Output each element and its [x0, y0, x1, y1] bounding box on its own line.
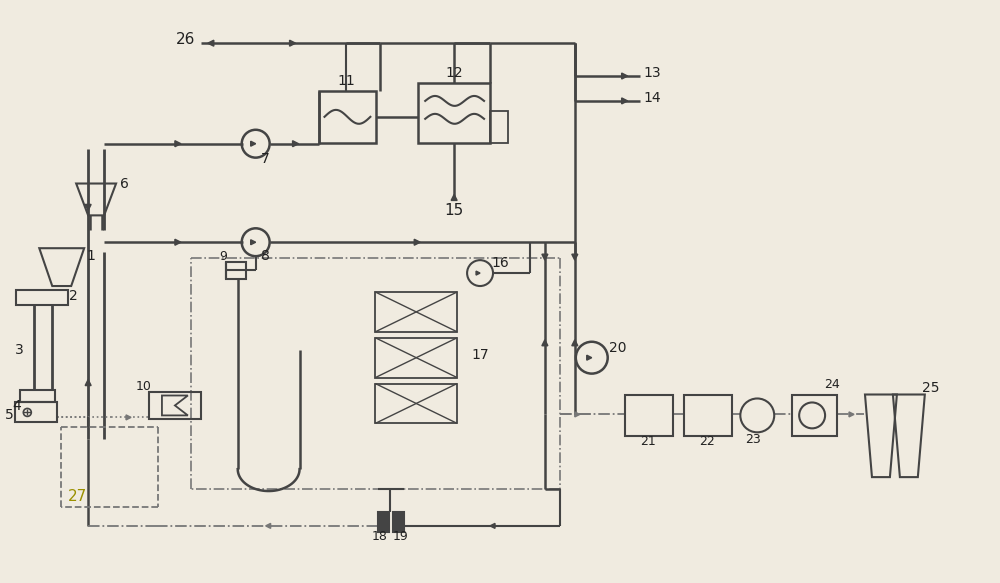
Text: 22: 22	[700, 435, 715, 448]
Text: 4: 4	[12, 399, 21, 413]
Bar	[792, 395, 837, 436]
Text: 25: 25	[922, 381, 940, 395]
Text: 14: 14	[644, 91, 661, 105]
Bar	[490, 111, 508, 143]
Text: 24: 24	[824, 378, 840, 391]
Polygon shape	[849, 412, 854, 417]
Text: 16: 16	[491, 256, 509, 270]
Polygon shape	[126, 415, 131, 420]
Polygon shape	[490, 524, 495, 528]
Text: 5: 5	[5, 409, 14, 423]
Bar	[393, 512, 404, 532]
Text: 18: 18	[371, 531, 387, 543]
Polygon shape	[293, 141, 299, 147]
Polygon shape	[414, 239, 420, 245]
Bar	[418, 83, 490, 143]
Text: 2: 2	[69, 289, 78, 303]
Text: 15: 15	[445, 203, 464, 218]
Polygon shape	[476, 271, 480, 275]
Polygon shape	[251, 240, 256, 245]
Text: 13: 13	[644, 66, 661, 80]
Text: 17: 17	[471, 347, 489, 361]
Bar	[375, 292, 457, 332]
Polygon shape	[85, 380, 91, 385]
Text: 3: 3	[15, 343, 24, 357]
Text: 10: 10	[136, 380, 152, 393]
Text: 20: 20	[609, 340, 626, 354]
Polygon shape	[85, 205, 91, 210]
Bar	[226, 262, 246, 279]
Text: 8: 8	[261, 249, 270, 263]
Polygon shape	[622, 73, 628, 79]
Text: 19: 19	[392, 531, 408, 543]
Bar	[149, 392, 201, 419]
Text: 12: 12	[445, 66, 463, 80]
Polygon shape	[575, 412, 580, 417]
Bar	[319, 91, 376, 143]
Polygon shape	[266, 524, 271, 528]
Text: 27: 27	[68, 489, 87, 504]
Polygon shape	[175, 141, 181, 147]
Bar	[378, 512, 389, 532]
Polygon shape	[208, 40, 214, 46]
Text: 26: 26	[176, 31, 196, 47]
Polygon shape	[451, 195, 457, 201]
Text: 9: 9	[219, 250, 227, 263]
Text: 7: 7	[261, 152, 270, 166]
Bar	[684, 395, 732, 436]
Bar	[375, 338, 457, 378]
Polygon shape	[175, 239, 181, 245]
Bar	[625, 395, 673, 436]
Bar	[375, 384, 457, 423]
Polygon shape	[572, 340, 578, 346]
Polygon shape	[572, 254, 578, 260]
Bar	[16, 290, 68, 305]
Polygon shape	[290, 40, 296, 46]
Polygon shape	[587, 355, 592, 360]
Polygon shape	[542, 340, 548, 346]
Bar	[20, 389, 55, 402]
Bar	[15, 402, 57, 422]
Text: 11: 11	[338, 74, 355, 88]
Text: 6: 6	[120, 177, 128, 191]
Text: 21: 21	[640, 435, 655, 448]
Polygon shape	[542, 254, 548, 260]
Polygon shape	[622, 98, 628, 104]
Text: 23: 23	[745, 433, 761, 446]
Polygon shape	[251, 141, 256, 146]
Text: 1: 1	[87, 249, 96, 263]
